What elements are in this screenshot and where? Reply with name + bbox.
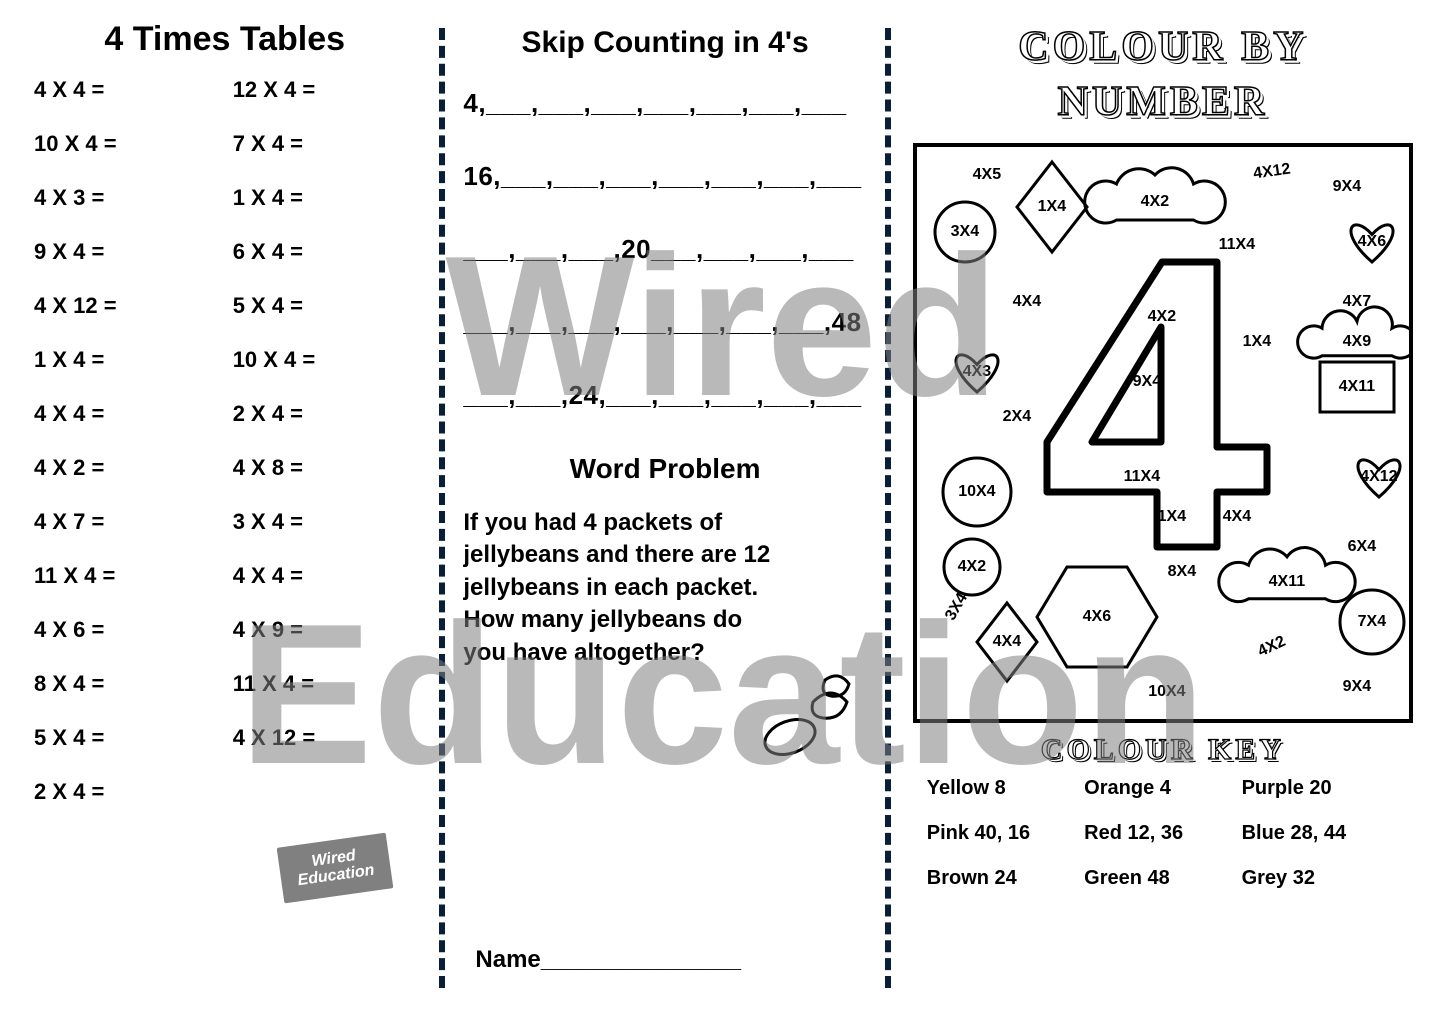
word-problem-title: Word Problem [463,453,866,485]
shape-label: 4X11 [1339,378,1375,396]
equation-cell[interactable]: 5 X 4 = [34,725,223,751]
equation-cell[interactable]: 2 X 4 = [233,401,422,427]
equation-cell[interactable]: 4 X 4 = [34,401,223,427]
equation-cell[interactable]: 4 X 8 = [233,455,422,481]
equation-cell[interactable]: 2 X 4 = [34,779,223,805]
equation-cell[interactable]: 4 X 4 = [233,563,422,589]
shape-label: 7X4 [1358,613,1386,631]
key-entry: Yellow 8 [927,777,1084,800]
equation-cell[interactable]: 9 X 4 = [34,239,223,265]
skip-line[interactable]: ___,___,___,20___,___,___,___ [463,234,866,265]
shape-label: 4X9 [1343,333,1371,351]
equation-cell[interactable]: 12 X 4 = [233,77,422,103]
skip-counting-column: Skip Counting in 4's 4,___,___,___,___,_… [445,20,884,1002]
shape-label: 4X3 [963,363,991,381]
equation-cell[interactable]: 4 X 12 = [34,293,223,319]
shape-label: 11X4 [1124,468,1160,486]
colour-key-title: COLOUR KEY [909,733,1417,767]
equation-cell[interactable]: 6 X 4 = [233,239,422,265]
skip-line[interactable]: 4,___,___,___,___,___,___,___ [463,88,866,119]
equation-cell[interactable]: 1 X 4 = [34,347,223,373]
equation-cell[interactable]: 4 X 12 = [233,725,422,751]
shape-label: 4X6 [1358,233,1386,251]
shape-label: 1X4 [1243,333,1271,351]
jellybean-icon [755,662,865,772]
word-problem-text: If you had 4 packets of jellybeans and t… [463,507,866,669]
shape-label: 4X5 [973,166,1001,184]
key-entry: Red 12, 36 [1084,822,1241,845]
cbn-svg [917,147,1413,723]
times-tables-grid: 4 X 4 = 12 X 4 = 10 X 4 = 7 X 4 = 4 X 3 = 1 X… [28,77,421,805]
shape-label: 4X7 [1343,293,1371,311]
equation-cell[interactable]: 10 X 4 = [233,347,422,373]
equation-cell[interactable]: 7 X 4 = [233,131,422,157]
shape-label: 4X11 [1269,573,1305,591]
shape-label: 4X4 [1223,508,1251,526]
shape-label: 10X4 [958,483,995,501]
shape-label: 4X2 [958,558,986,576]
equation-cell[interactable]: 4 X 4 = [34,77,223,103]
times-tables-title: 4 Times Tables [28,20,421,59]
colour-by-number-column: COLOUR BY NUMBER 4X5 1X4 4X2 4X12 9X4 3X4 11X4… [891,20,1435,1002]
cbn-title: COLOUR BY NUMBER [909,20,1417,129]
cbn-canvas: 4X5 1X4 4X2 4X12 9X4 3X4 11X4 4X6 4X4 4X2 4X7 1X4 4X… [913,143,1413,723]
equation-cell[interactable]: 5 X 4 = [233,293,422,319]
skip-line[interactable]: 16,___,___,___,___,___,___,___ [463,161,866,192]
key-entry: Brown 24 [927,867,1084,890]
shape-label: 1X4 [1158,508,1186,526]
shape-label: 4X2 [1148,308,1176,326]
worksheet-page: 4 Times Tables 4 X 4 = 12 X 4 = 10 X 4 = 7 … [0,0,1445,1022]
shape-label: 10X4 [1148,683,1185,701]
shape-label: 8X4 [1168,563,1196,581]
shape-label: 4X4 [993,633,1021,651]
shape-label: 4X4 [1013,293,1041,311]
shape-label: 6X4 [1348,538,1376,556]
equation-cell[interactable]: 1 X 4 = [233,185,422,211]
shape-label: 4X2 [1141,193,1169,211]
name-field[interactable]: Name_______________ [475,946,741,974]
equation-cell[interactable]: 3 X 4 = [233,509,422,535]
shape-label: 9X4 [1133,373,1161,391]
equation-cell[interactable] [233,779,422,805]
equation-cell[interactable]: 11 X 4 = [233,671,422,697]
equation-cell[interactable]: 4 X 6 = [34,617,223,643]
key-entry: Green 48 [1084,867,1241,890]
shape-label: 3X4 [951,223,979,241]
shape-label: 4X12 [1360,468,1397,486]
shape-label: 11X4 [1219,236,1255,254]
equation-cell[interactable]: 10 X 4 = [34,131,223,157]
equation-cell[interactable]: 4 X 9 = [233,617,422,643]
equation-cell[interactable]: 11 X 4 = [34,563,223,589]
shape-label: 9X4 [1333,178,1361,196]
equation-cell[interactable]: 4 X 7 = [34,509,223,535]
equation-cell[interactable]: 8 X 4 = [34,671,223,697]
equation-cell[interactable]: 4 X 3 = [34,185,223,211]
shape-label: 9X4 [1343,678,1371,696]
shape-label: 2X4 [1003,408,1031,426]
key-entry: Orange 4 [1084,777,1241,800]
skip-lines: 4,___,___,___,___,___,___,___ 16,___,___,… [463,88,866,411]
skip-line[interactable]: ___,___,___,___,___,___,___,48 [463,307,866,338]
key-entry: Blue 28, 44 [1242,822,1399,845]
key-entry: Purple 20 [1242,777,1399,800]
skip-counting-title: Skip Counting in 4's [463,26,866,60]
key-entry: Grey 32 [1242,867,1399,890]
skip-line[interactable]: ___,___,24,___,___,___,___,___ [463,380,866,411]
equation-cell[interactable]: 4 X 2 = [34,455,223,481]
colour-key-grid: Yellow 8Orange 4Purple 20 Pink 40, 16Red … [909,777,1417,890]
shape-label: 1X4 [1038,198,1066,216]
key-entry: Pink 40, 16 [927,822,1084,845]
shape-label: 4X6 [1083,608,1111,626]
